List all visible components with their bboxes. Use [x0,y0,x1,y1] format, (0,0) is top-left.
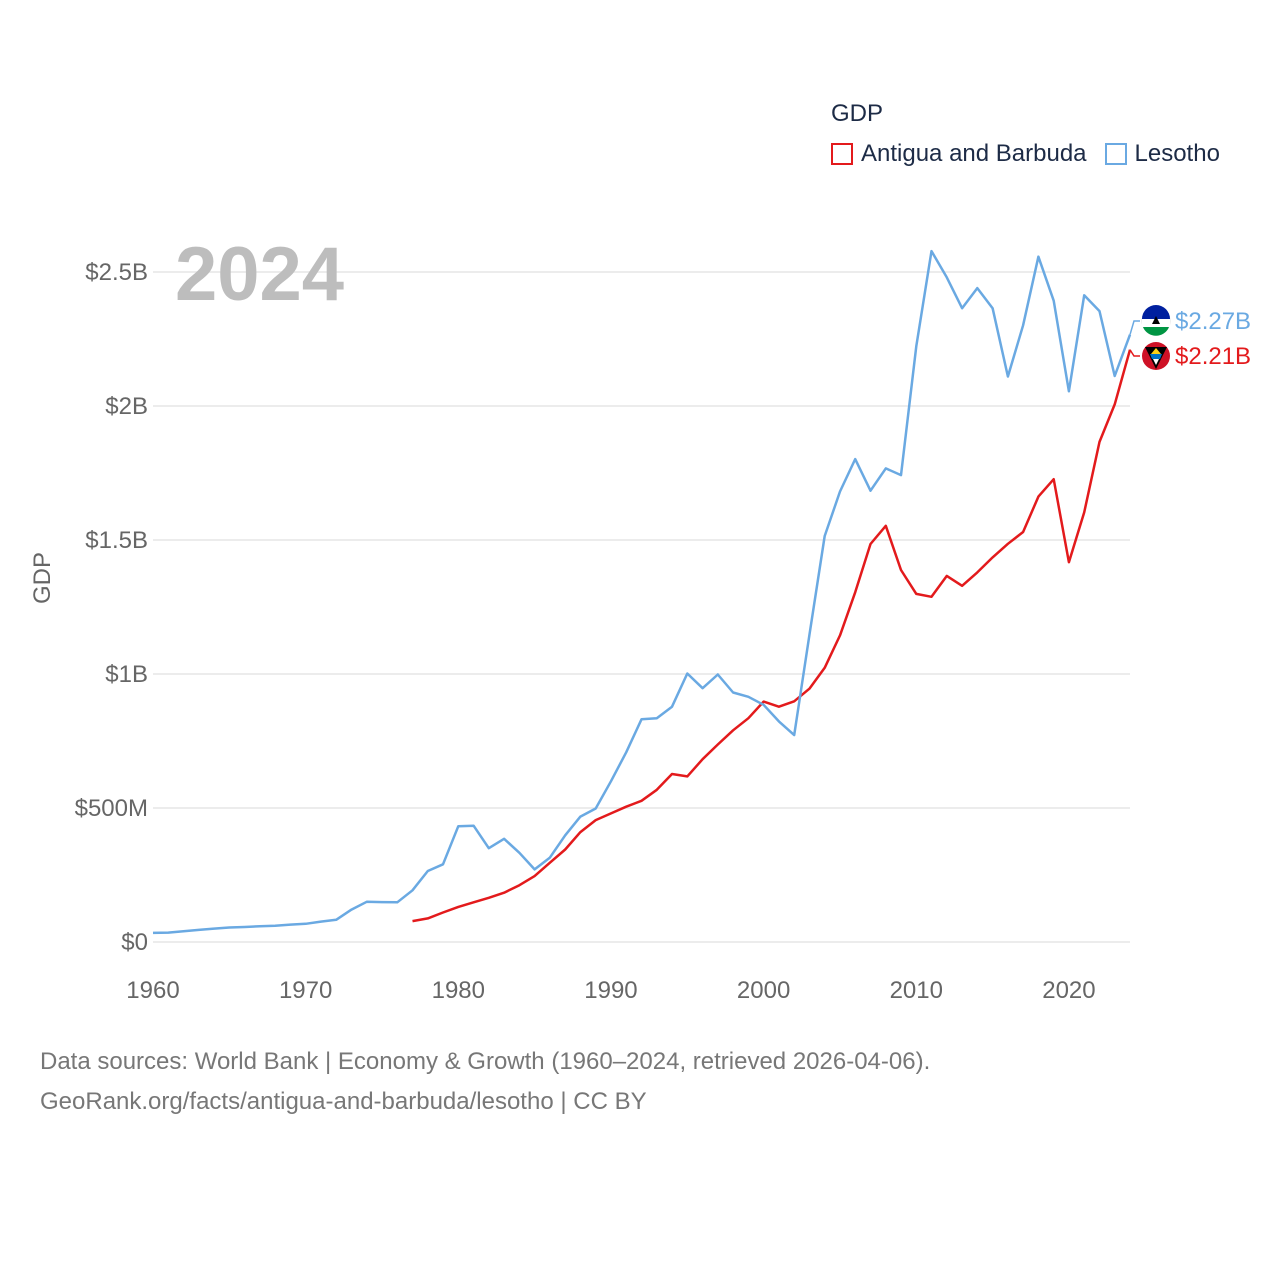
x-tick-label: 1960 [126,977,179,1004]
legend-item-antigua-and-barbuda[interactable]: Antigua and Barbuda [831,140,1087,168]
grid-lines [153,271,1130,943]
x-tick-label: 2000 [737,977,790,1004]
footer-line-link[interactable]: GeoRank.org/facts/antigua-and-barbuda/le… [40,1088,647,1115]
legend-item-lesotho[interactable]: Lesotho [1104,140,1220,168]
x-tick-label: 2010 [890,977,943,1004]
x-axis-ticks: 1960 1970 1980 1990 2000 2010 2020 [126,977,1095,1004]
antigua-and-barbuda-flag-icon [1142,342,1170,370]
y-tick-label: $2.5B [85,259,148,286]
x-tick-label: 1980 [432,977,485,1004]
x-tick-label: 1990 [584,977,637,1004]
series-lines [152,249,1132,935]
end-value-label-antigua-and-barbuda: $2.21B [1175,343,1251,370]
legend-label-antigua-and-barbuda: Antigua and Barbuda [861,140,1087,167]
y-axis-label: GDP [29,552,56,604]
end-label-connector-antigua-and-barbuda [1129,349,1140,357]
year-watermark: 2024 [175,232,344,317]
y-axis-ticks: $0 $500M $1B $1.5B $2B $2.5B [75,259,148,956]
y-tick-label: $1.5B [85,527,148,554]
series-line-antigua-and-barbuda [412,349,1132,923]
legend-swatch-antigua-and-barbuda [831,143,853,165]
legend-swatch-lesotho [1104,143,1127,165]
end-labels: $2.21B $2.27B [1129,305,1251,370]
end-value-label-lesotho: $2.27B [1175,308,1251,335]
series-line-lesotho [152,249,1132,935]
y-tick-label: $0 [121,929,148,956]
footer-line-sources: Data sources: World Bank | Economy & Gro… [40,1048,931,1075]
source-footer: Data sources: World Bank | Economy & Gro… [40,1042,930,1122]
legend-title: GDP [831,100,884,127]
x-tick-label: 2020 [1042,977,1095,1004]
end-label-connector-lesotho [1129,320,1140,335]
lesotho-flag-icon [1141,305,1171,336]
x-tick-label: 1970 [279,977,332,1004]
y-tick-label: $2B [105,393,148,420]
legend: GDP Antigua and Barbuda Lesotho [831,100,1238,168]
y-tick-label: $500M [75,795,148,822]
y-tick-label: $1B [105,661,148,688]
legend-label-lesotho: Lesotho [1134,140,1220,167]
